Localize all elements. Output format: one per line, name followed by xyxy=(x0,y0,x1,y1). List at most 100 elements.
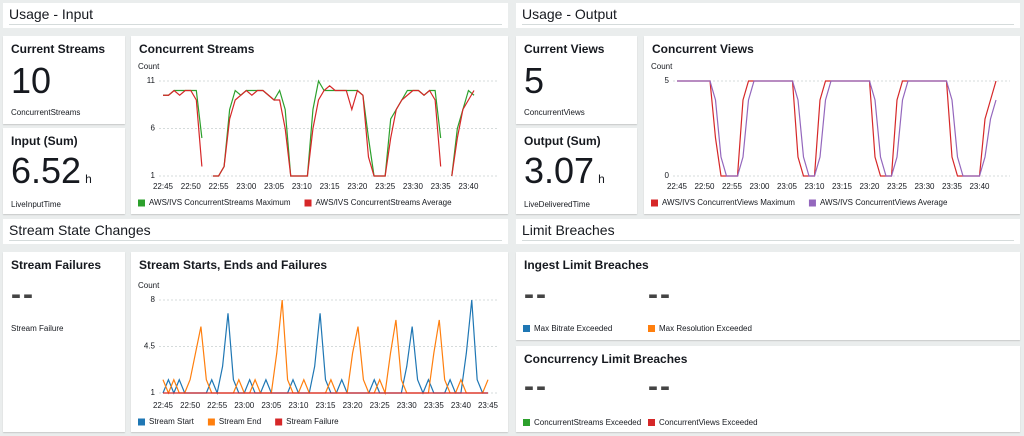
y-tick-label: 8 xyxy=(151,295,156,304)
legend-item: ConcurrentStreams Exceeded xyxy=(523,418,641,427)
section-title: Stream State Changes xyxy=(9,222,502,241)
x-tick-label: 23:05 xyxy=(261,401,282,410)
legend-swatch xyxy=(304,199,312,207)
metric-card: Current Streams 10 ConcurrentStreams xyxy=(3,36,125,124)
metric-title: Current Views xyxy=(524,42,605,56)
x-tick-label: 23:00 xyxy=(749,182,770,191)
x-tick-label: 23:40 xyxy=(458,182,479,191)
legend-swatch xyxy=(651,199,658,207)
x-tick-label: 23:25 xyxy=(370,401,391,410)
x-tick-label: 22:55 xyxy=(209,182,230,191)
legend-item: ConcurrentViews Exceeded xyxy=(648,418,758,427)
y-tick-label: 4.5 xyxy=(144,342,156,351)
legend-label: AWS/IVS ConcurrentStreams Maximum xyxy=(149,198,291,207)
metric-label: Stream Failure xyxy=(11,324,64,333)
y-tick-label: 1 xyxy=(151,171,156,180)
metric-row: 6.52 h xyxy=(11,150,92,192)
x-tick-label: 22:55 xyxy=(722,182,743,191)
metric-card: Input (Sum) 6.52 h LiveInputTime xyxy=(3,128,125,214)
breach-card: Ingest Limit Breaches -- -- Max Bitrate … xyxy=(516,252,1020,340)
metric-value: 3.07 xyxy=(524,150,595,191)
legend-swatch xyxy=(275,418,283,426)
section-header: Usage - Output xyxy=(516,3,1020,28)
legend-label: ConcurrentStreams Exceeded xyxy=(534,418,642,427)
x-tick-label: 23:20 xyxy=(347,182,368,191)
legend-label: Stream Failure xyxy=(286,417,339,426)
chart: Count 1 6 11 22:45 22:50 22:55 23:00 23:05 23:10 2… xyxy=(138,62,498,207)
metric-value: 6.52 xyxy=(11,150,82,191)
legend-item: Max Bitrate Exceeded xyxy=(523,324,612,333)
metric-label: ConcurrentViews xyxy=(524,108,585,117)
x-tick-label: 23:10 xyxy=(292,182,313,191)
chart-title: Concurrent Views xyxy=(652,42,754,56)
metric-value: 5 xyxy=(524,60,545,101)
legend-item: Max Resolution Exceeded xyxy=(648,324,752,333)
y-tick-label: 11 xyxy=(147,76,156,85)
chart-title: Concurrent Streams xyxy=(139,42,255,56)
x-tick-label: 22:50 xyxy=(694,182,715,191)
y-axis-label: Count xyxy=(138,62,160,71)
x-tick-label: 23:35 xyxy=(431,182,452,191)
x-tick-label: 22:50 xyxy=(181,182,202,191)
legend-swatch xyxy=(808,199,816,207)
x-tick-label: 23:10 xyxy=(804,182,825,191)
x-tick-label: 23:30 xyxy=(914,182,935,191)
x-tick-label: 23:20 xyxy=(859,182,880,191)
y-tick-label: 0 xyxy=(665,171,670,180)
x-tick-label: 23:25 xyxy=(375,182,396,191)
y-axis-label: Count xyxy=(651,62,673,71)
x-tick-label: 23:35 xyxy=(942,182,963,191)
legend-label: ConcurrentViews Exceeded xyxy=(659,418,758,427)
legend-label: Stream End xyxy=(219,417,261,426)
x-tick-label: 22:45 xyxy=(153,401,174,410)
metric-label: LiveInputTime xyxy=(11,200,61,209)
legend-label: Max Bitrate Exceeded xyxy=(534,324,613,333)
y-axis-label: Count xyxy=(138,281,160,290)
section-title: Usage - Output xyxy=(522,6,1014,25)
legend-swatch xyxy=(648,325,655,332)
section-header: Limit Breaches xyxy=(516,219,1020,244)
legend-label: AWS/IVS ConcurrentViews Average xyxy=(820,198,948,207)
x-tick-label: 23:30 xyxy=(397,401,418,410)
legend-swatch xyxy=(523,325,530,332)
chart: Count 1 4.5 8 22:45 22:50 22:55 23:00 23:05 23:10… xyxy=(138,281,499,426)
x-tick-label: 23:05 xyxy=(777,182,798,191)
x-tick-label: 22:55 xyxy=(207,401,228,410)
metric-unit: h xyxy=(85,172,92,186)
metric-label: ConcurrentStreams xyxy=(11,108,81,117)
x-tick-label: 23:00 xyxy=(234,401,255,410)
metric-unit: h xyxy=(598,172,605,186)
x-tick-label: 23:10 xyxy=(288,401,309,410)
legend-label: Stream Start xyxy=(149,417,195,426)
section-header: Usage - Input xyxy=(3,3,508,28)
metric-label: LiveDeliveredTime xyxy=(524,200,590,209)
metric-card: Stream Failures -- Stream Failure xyxy=(3,252,125,432)
series-line xyxy=(677,80,997,177)
breach-value: -- xyxy=(648,370,672,403)
chart-card: Concurrent Views Count 0 5 22:45 22:50 22:55 2… xyxy=(644,36,1020,214)
section-header: Stream State Changes xyxy=(3,219,508,244)
metric-title: Current Streams xyxy=(11,42,106,56)
y-tick-label: 6 xyxy=(151,124,156,133)
x-tick-label: 23:15 xyxy=(315,401,336,410)
legend-label: Max Resolution Exceeded xyxy=(659,324,752,333)
legend-swatch xyxy=(648,419,655,426)
breach-value: -- xyxy=(648,278,672,311)
x-tick-label: 23:40 xyxy=(451,401,472,410)
x-tick-label: 22:45 xyxy=(153,182,174,191)
metric-row: 3.07 h xyxy=(524,150,605,192)
legend-label: AWS/IVS ConcurrentViews Maximum xyxy=(662,198,795,207)
metric-title: Output (Sum) xyxy=(524,134,601,148)
x-tick-label: 22:45 xyxy=(667,182,688,191)
x-tick-label: 23:40 xyxy=(969,182,990,191)
y-tick-label: 1 xyxy=(151,388,156,397)
breach-title: Ingest Limit Breaches xyxy=(524,258,649,272)
breach-value: -- xyxy=(524,278,548,311)
legend-swatch xyxy=(207,418,215,426)
chart-card: Stream Starts, Ends and Failures Count 1 4… xyxy=(131,252,508,432)
chart-card: Concurrent Streams Count 1 6 11 22:45 22:50 22… xyxy=(131,36,508,214)
metric-title: Stream Failures xyxy=(11,258,102,272)
legend-swatch xyxy=(138,418,145,426)
section-title: Usage - Input xyxy=(9,6,502,25)
